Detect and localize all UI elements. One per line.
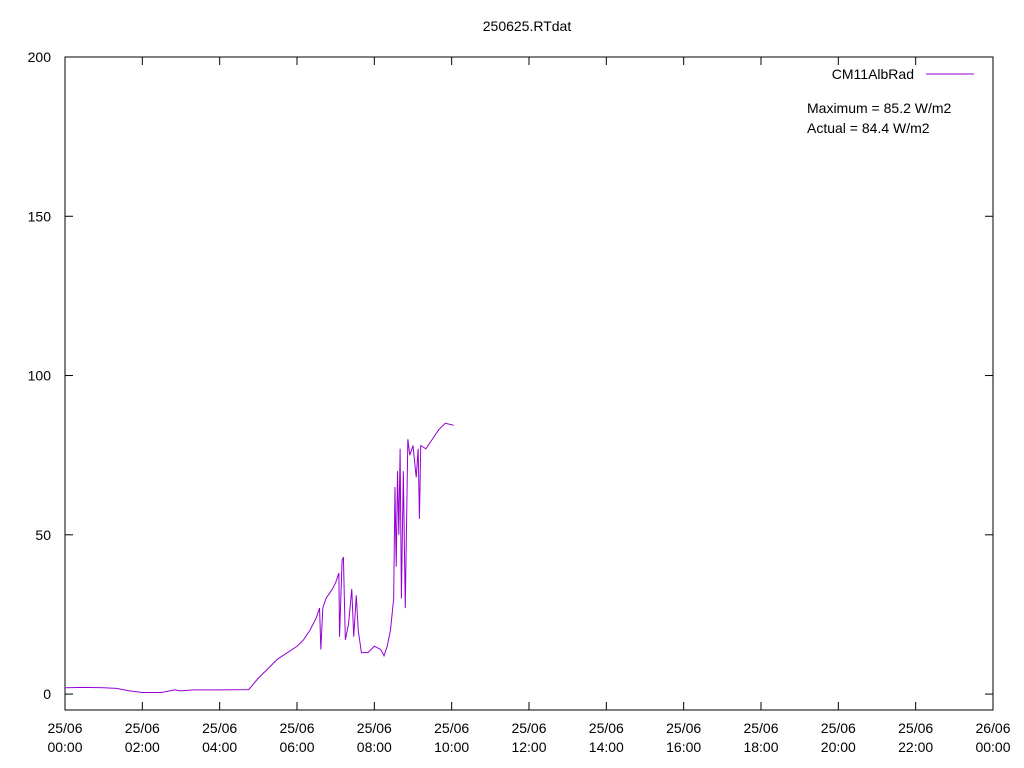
y-tick-label: 150 [28, 208, 52, 224]
annotation: Actual = 84.4 W/m2 [807, 120, 930, 136]
x-tick-label: 25/06 22:00 [898, 720, 933, 755]
y-tick-label: 50 [35, 527, 51, 543]
x-tick-label: 25/06 10:00 [434, 720, 469, 755]
x-tick-label: 25/06 02:00 [125, 720, 160, 755]
data-line [64, 422, 454, 693]
x-tick-label: 25/06 18:00 [743, 720, 778, 755]
y-tick-label: 0 [43, 686, 51, 702]
x-tick-label: 25/06 16:00 [666, 720, 701, 755]
x-tick-label: 25/06 20:00 [821, 720, 856, 755]
y-tick-label: 100 [28, 368, 52, 384]
x-tick-label: 25/06 04:00 [202, 720, 237, 755]
x-tick-label: 25/06 00:00 [47, 720, 82, 755]
annotation: Maximum = 85.2 W/m2 [807, 100, 952, 116]
x-tick-label: 25/06 12:00 [511, 720, 546, 755]
x-tick-label: 26/06 00:00 [975, 720, 1010, 755]
plot-frame [64, 56, 994, 711]
chart-title: 250625.RTdat [483, 18, 572, 34]
legend-label: CM11AlbRad [832, 66, 914, 82]
x-tick-label: 25/06 14:00 [589, 720, 624, 755]
x-tick-label: 25/06 06:00 [279, 720, 314, 755]
y-tick-label: 200 [28, 49, 52, 65]
x-tick-label: 25/06 08:00 [357, 720, 392, 755]
